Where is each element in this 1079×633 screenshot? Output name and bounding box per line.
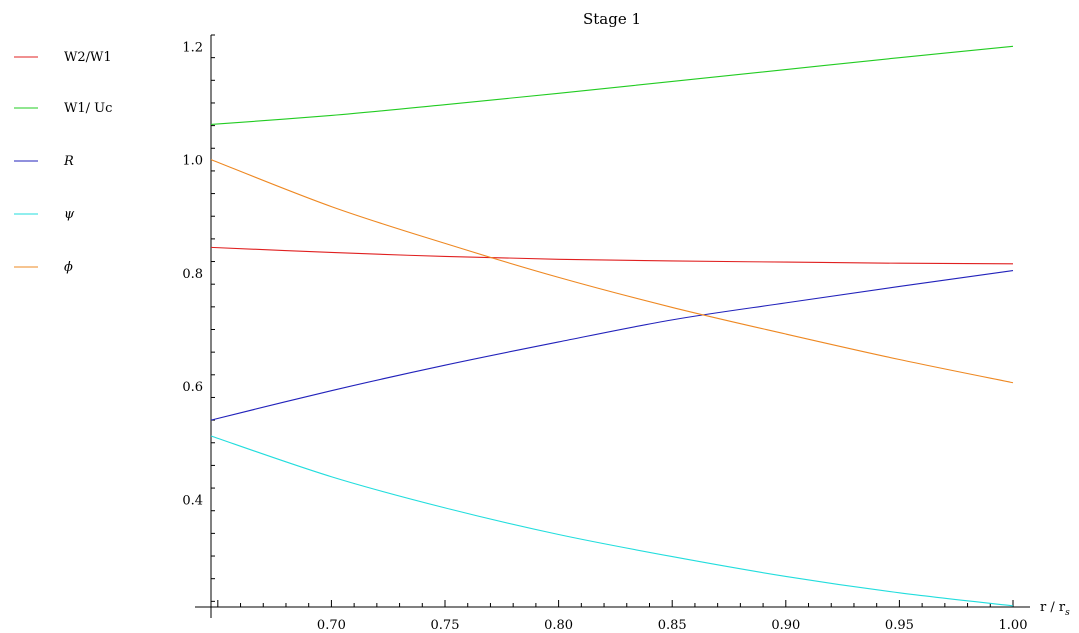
x-tick-label: 0.70 <box>317 618 346 633</box>
y-axis: 0.4 0.6 0.8 1.0 1.2 <box>182 34 215 618</box>
series-line-3 <box>210 435 1014 607</box>
x-tick-label: 0.95 <box>885 618 914 633</box>
x-axis-label: r / rs <box>1040 600 1070 618</box>
x-tick-label: 1.00 <box>999 618 1028 633</box>
x-tick-label: 0.75 <box>431 618 460 633</box>
y-tick-label: 1.0 <box>182 154 203 169</box>
chart-title: Stage 1 <box>583 10 641 28</box>
y-tick-label: 1.2 <box>182 40 203 55</box>
y-tick-label: 0.4 <box>182 493 203 508</box>
x-axis: 0.70 0.75 0.80 0.85 0.90 0.95 1.00 <box>195 600 1030 633</box>
legend-label-0: W2/W1 <box>64 50 112 65</box>
series-line-2 <box>210 270 1014 421</box>
legend-label-2: R <box>63 154 74 169</box>
x-tick-label: 0.80 <box>544 618 573 633</box>
x-tick-label: 0.90 <box>771 618 800 633</box>
series-line-4 <box>210 159 1014 384</box>
series-lines <box>210 45 1014 607</box>
series-line-1 <box>210 45 1014 126</box>
y-tick-label: 0.6 <box>182 380 203 395</box>
y-tick-label: 0.8 <box>182 267 203 282</box>
legend-label-1: W1/ Uc <box>64 101 112 116</box>
legend: W2/W1 W1/ Uc Rψ ϕ <box>14 50 112 275</box>
series-line-0 <box>210 246 1014 265</box>
legend-label-4: ϕ <box>64 260 73 275</box>
x-tick-label: 0.85 <box>658 618 687 633</box>
legend-label-3: ψ <box>64 207 75 222</box>
